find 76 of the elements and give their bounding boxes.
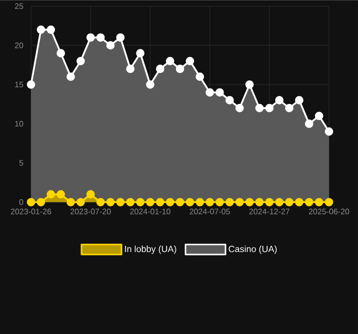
- point: [106, 198, 115, 206]
- y-tick-label: 25: [14, 3, 24, 9]
- point: [116, 33, 125, 42]
- point: [96, 33, 105, 42]
- point: [196, 198, 204, 206]
- x-tick-label: 2025-06-20: [308, 208, 350, 214]
- x-tick-label: 2023-07-20: [70, 208, 111, 214]
- point: [304, 119, 314, 128]
- point: [76, 198, 85, 206]
- y-tick-label: 20: [14, 42, 24, 48]
- point: [176, 64, 184, 73]
- point: [206, 88, 214, 97]
- point: [116, 198, 125, 206]
- point: [66, 72, 75, 81]
- point: [285, 198, 294, 206]
- point: [245, 198, 254, 206]
- point: [26, 198, 36, 206]
- point: [96, 198, 105, 206]
- point: [314, 112, 324, 120]
- y-tick-label: 5: [19, 160, 24, 166]
- point: [304, 198, 314, 206]
- point: [56, 190, 65, 198]
- point: [324, 198, 334, 206]
- point: [196, 72, 204, 81]
- point: [86, 33, 95, 42]
- point: [166, 198, 174, 206]
- point: [56, 48, 65, 58]
- point: [26, 80, 36, 89]
- x-tick-label: 2024-01-10: [130, 208, 170, 214]
- point: [275, 198, 284, 206]
- point: [66, 198, 75, 206]
- point: [126, 64, 135, 73]
- point: [46, 25, 56, 34]
- point: [36, 198, 46, 206]
- point: [265, 104, 274, 112]
- point: [176, 198, 184, 206]
- point: [295, 96, 304, 104]
- point: [324, 127, 334, 136]
- point: [86, 190, 95, 198]
- point: [265, 198, 274, 206]
- y-tick-label: 0: [19, 199, 24, 205]
- point: [225, 198, 234, 206]
- point: [255, 198, 264, 206]
- point: [186, 56, 194, 66]
- point: [136, 198, 144, 206]
- point: [255, 104, 264, 112]
- x-tick-label: 2023-01-26: [10, 208, 52, 214]
- point: [46, 190, 56, 198]
- point: [126, 198, 135, 206]
- point: [166, 56, 174, 66]
- point: [285, 104, 294, 112]
- x-tick-label: 2024-07-05: [190, 208, 230, 214]
- point: [156, 198, 164, 206]
- point: [275, 96, 284, 104]
- point: [186, 198, 194, 206]
- point: [216, 198, 224, 206]
- legend-label: Casino (UA): [228, 245, 277, 254]
- point: [136, 48, 144, 58]
- point: [235, 104, 244, 112]
- y-tick-label: 15: [15, 82, 24, 88]
- point: [295, 198, 304, 206]
- point: [76, 56, 85, 66]
- point: [146, 80, 154, 89]
- point: [216, 88, 224, 97]
- x-tick-label: 2024-12-27: [249, 208, 290, 214]
- point: [36, 25, 46, 34]
- point: [156, 64, 164, 73]
- point: [225, 96, 234, 104]
- point: [206, 198, 214, 206]
- point: [235, 198, 244, 206]
- point: [314, 198, 324, 206]
- point: [106, 41, 115, 50]
- y-tick-label: 10: [15, 120, 24, 127]
- point: [146, 198, 154, 206]
- legend-label: In lobby (UA): [125, 245, 176, 254]
- point: [245, 80, 254, 89]
